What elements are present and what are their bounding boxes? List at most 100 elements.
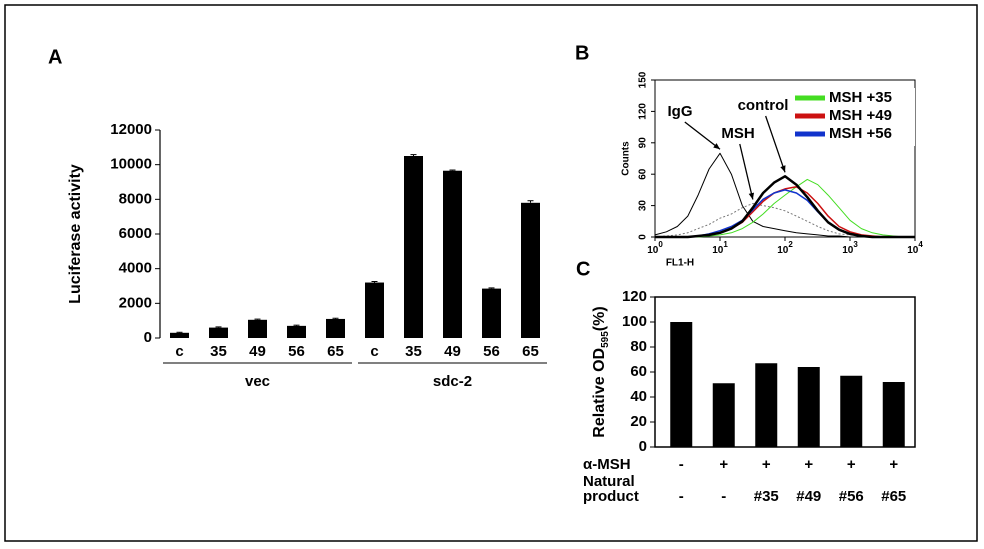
bar [170,332,189,338]
treatment-value: + [762,456,771,473]
bar [248,319,267,338]
x-tick-label-base: 10 [842,245,854,256]
group-label: vec [245,373,270,390]
treatment-value: #65 [881,488,906,505]
bar [209,327,228,338]
y-axis-label: Luciferase activity [67,164,84,304]
x-axis-label: FL1-H [666,258,694,269]
annotation: IgG [668,103,693,120]
annotation-arrow [739,143,754,200]
y-axis-label: Relative OD595(%) [591,306,610,437]
y-tick-label: 80 [630,338,647,355]
bar [840,375,863,447]
treatment-label: product [583,488,639,505]
y-tick-label: 0 [638,234,649,240]
bar [521,202,540,338]
error-bar [371,280,378,283]
panel-letter: C [576,258,590,280]
bar [404,156,423,338]
treatment-label: α-MSH [583,456,631,473]
y-tick-label: 120 [622,288,647,305]
y-tick-label: 40 [630,388,647,405]
x-tick-label: 65 [327,343,344,360]
y-axis-label-suffix: (%) [591,306,608,331]
y-tick-label: 0 [639,438,647,455]
error-bar [488,287,495,289]
error-bar [215,326,222,328]
x-tick-label-base: 10 [712,245,724,256]
bar [882,382,905,447]
y-axis-label-text: Relative OD [591,348,608,438]
bar [670,322,693,447]
x-tick-label: 35 [405,343,422,360]
error-bar [293,324,300,326]
treatment-value: + [804,456,813,473]
y-tick-label: 30 [638,200,649,212]
annotation-arrowhead [780,165,786,173]
y-tick-label: 60 [630,363,647,380]
group-label: sdc-2 [433,373,472,390]
y-tick-label: 150 [638,71,649,88]
y-tick-label: 6000 [119,225,152,242]
bar [712,383,735,447]
error-bar [449,169,456,171]
x-tick-label: 104 [907,240,923,256]
y-tick-label: 12000 [110,121,152,138]
error-bar [332,317,339,319]
x-tick-label-base: 10 [907,245,919,256]
treatment-value: + [719,456,728,473]
treatment-value: #35 [754,488,779,505]
x-tick-label-exponent: 2 [788,240,793,249]
x-tick-label-exponent: 4 [918,240,923,249]
y-axis-label: Counts [621,141,632,176]
y-tick-label: 2000 [119,294,152,311]
y-tick-label: 8000 [119,190,152,207]
treatment-value: + [847,456,856,473]
panel-letter: B [575,42,589,64]
y-tick-label: 0 [144,329,152,346]
x-tick-label-base: 10 [647,245,659,256]
bar [482,288,501,338]
x-tick-label: 35 [210,343,227,360]
y-tick-label: 100 [622,313,647,330]
y-tick-label: 120 [638,103,649,120]
treatment-value: + [889,456,898,473]
y-tick-label: 90 [638,137,649,149]
annotation: MSH [721,125,754,142]
treatment-value: #49 [796,488,821,505]
annotation: control [738,97,789,114]
y-tick-label: 60 [638,168,649,180]
x-tick-label: c [370,343,378,360]
error-bar [527,200,534,203]
x-tick-label: 103 [842,240,858,256]
y-tick-label: 20 [630,413,647,430]
x-tick-label: 56 [483,343,500,360]
annotation-arrowhead [748,192,755,200]
treatment-value: #56 [839,488,864,505]
bar [365,282,384,338]
x-tick-label-exponent: 3 [853,240,858,249]
x-tick-label: c [175,343,183,360]
annotation-arrow [765,115,786,173]
treatment-value: - [721,488,726,505]
bar [443,170,462,338]
error-bar [254,318,261,320]
error-bar [410,154,417,156]
x-tick-label: 100 [647,240,663,256]
treatment-label: Natural [583,473,635,490]
legend-label: MSH +35 [829,89,892,106]
annotation-arrowhead [713,143,720,150]
x-tick-label-base: 10 [777,245,789,256]
x-tick-label: 49 [444,343,461,360]
treatment-value: - [679,488,684,505]
x-tick-label: 49 [249,343,266,360]
x-tick-label: 65 [522,343,539,360]
legend-label: MSH +49 [829,107,892,124]
bar [287,325,306,338]
legend-label: MSH +56 [829,125,892,142]
panel-letter: A [48,46,62,68]
y-tick-label: 10000 [110,156,152,173]
x-tick-label: 102 [777,240,793,256]
y-axis-label-subscript: 595 [600,331,611,348]
x-tick-label-exponent: 0 [658,240,663,249]
